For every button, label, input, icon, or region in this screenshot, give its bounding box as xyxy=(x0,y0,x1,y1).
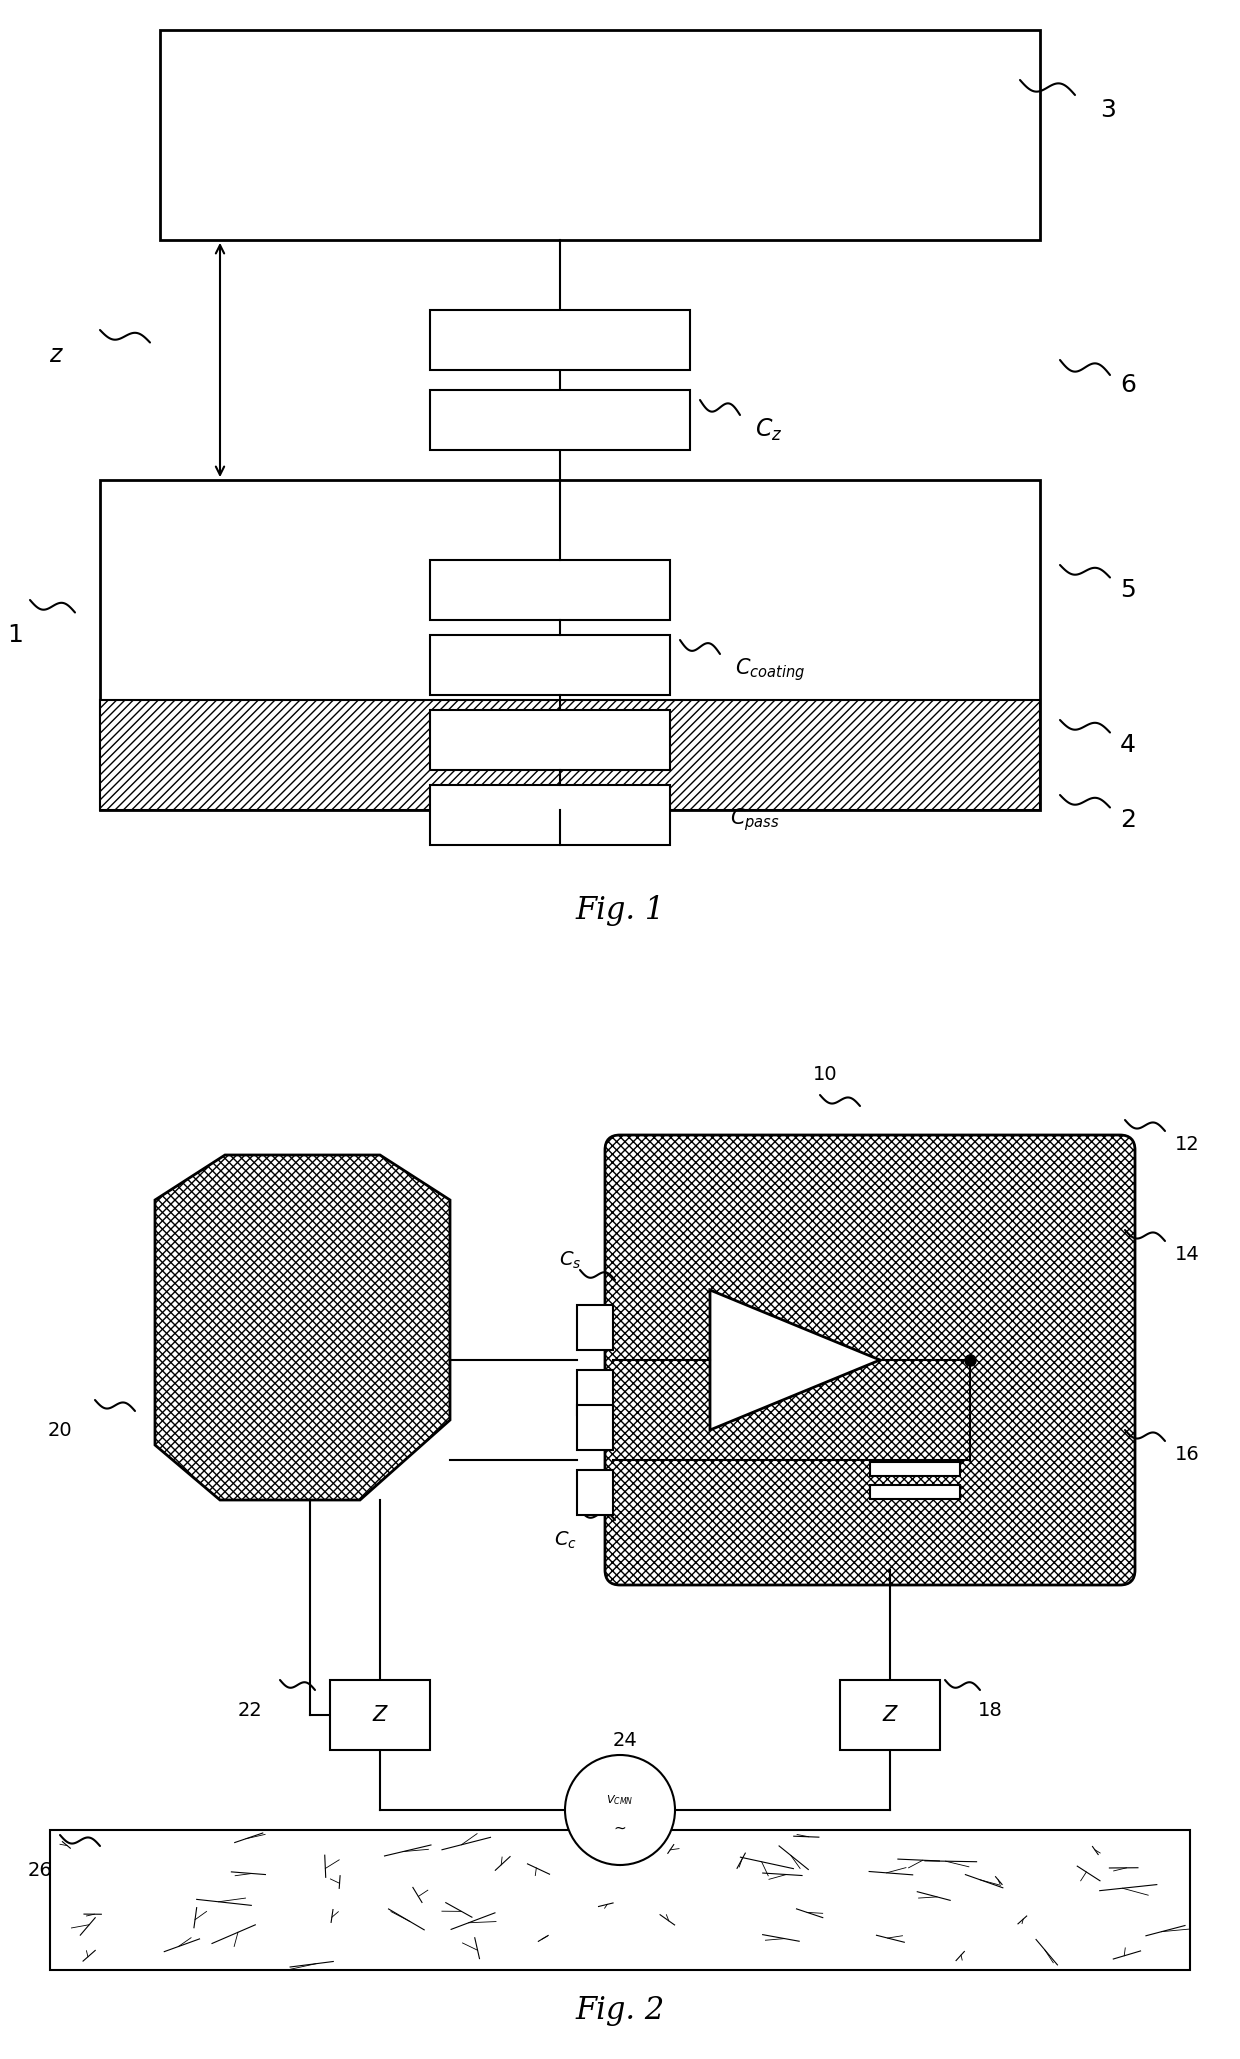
Polygon shape xyxy=(155,1155,450,1501)
Text: ~: ~ xyxy=(614,1820,626,1835)
Text: 18: 18 xyxy=(977,1701,1002,1719)
Text: 3: 3 xyxy=(1100,99,1116,121)
Bar xyxy=(870,1462,960,1476)
Polygon shape xyxy=(711,1291,880,1431)
Text: 1: 1 xyxy=(7,624,22,647)
Bar xyxy=(577,1404,613,1450)
Bar xyxy=(430,311,689,371)
Bar xyxy=(430,710,670,770)
Circle shape xyxy=(565,1754,675,1865)
Text: z: z xyxy=(48,344,61,367)
Text: 10: 10 xyxy=(812,1065,837,1085)
Text: 22: 22 xyxy=(238,1701,263,1719)
Text: $C_s$: $C_s$ xyxy=(559,1250,582,1270)
Bar xyxy=(577,1305,613,1351)
Bar xyxy=(160,31,1040,241)
Text: 14: 14 xyxy=(1176,1246,1200,1264)
Text: 16: 16 xyxy=(1176,1445,1200,1464)
Bar xyxy=(330,1680,430,1750)
Text: 6: 6 xyxy=(1120,373,1136,397)
Text: 24: 24 xyxy=(613,1730,637,1750)
Bar xyxy=(577,1470,613,1515)
Text: Z: Z xyxy=(373,1705,387,1725)
Text: $C_c$: $C_c$ xyxy=(553,1530,577,1550)
Bar xyxy=(870,1485,960,1499)
Text: Z: Z xyxy=(883,1705,897,1725)
Bar xyxy=(100,480,1040,809)
Text: $C_{pass}$: $C_{pass}$ xyxy=(730,807,780,834)
Text: 12: 12 xyxy=(1176,1135,1200,1155)
Bar xyxy=(430,784,670,844)
Bar xyxy=(577,1369,613,1415)
Bar xyxy=(430,634,670,696)
Text: Fig. 1: Fig. 1 xyxy=(575,894,665,924)
FancyBboxPatch shape xyxy=(605,1135,1135,1585)
Text: 26: 26 xyxy=(27,1861,52,1880)
Text: $V_{CMN}$: $V_{CMN}$ xyxy=(606,1793,634,1808)
Text: $C_z$: $C_z$ xyxy=(755,416,782,443)
Bar xyxy=(100,700,1040,809)
Text: 2: 2 xyxy=(1120,807,1136,832)
Text: Fig. 2: Fig. 2 xyxy=(575,1995,665,2026)
Bar xyxy=(50,1830,1190,1970)
Text: $C_{coating}$: $C_{coating}$ xyxy=(735,657,805,684)
Text: 4: 4 xyxy=(1120,733,1136,758)
Bar xyxy=(430,389,689,451)
Bar xyxy=(430,560,670,620)
Bar xyxy=(100,700,1040,809)
Bar xyxy=(839,1680,940,1750)
Text: 20: 20 xyxy=(47,1421,72,1439)
Text: 5: 5 xyxy=(1120,579,1136,601)
